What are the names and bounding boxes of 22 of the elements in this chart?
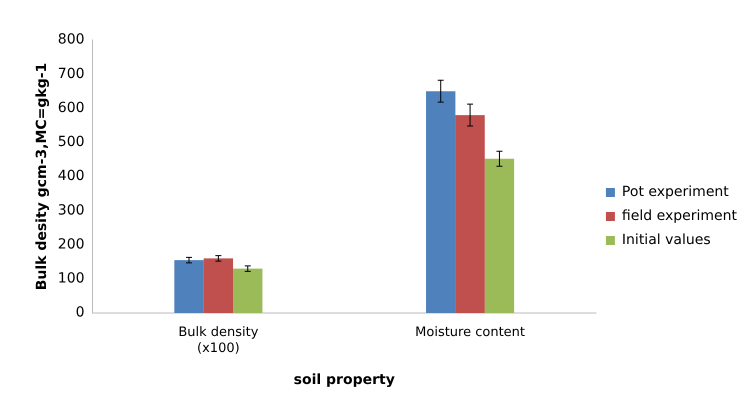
y-tick-label: 700	[58, 66, 85, 82]
bar	[484, 158, 514, 313]
bar	[426, 91, 456, 313]
y-axis-title: Bulk desity gcm-3,MC=gkg-1	[34, 62, 50, 290]
bar	[204, 258, 234, 313]
y-tick-label: 0	[76, 304, 85, 321]
bar	[455, 115, 485, 313]
y-tick-label: 500	[58, 134, 85, 150]
x-axis-title: soil property	[294, 372, 395, 388]
y-tick-label: 600	[58, 100, 85, 116]
y-tick-label: 100	[58, 270, 85, 287]
legend-label: field experiment	[622, 208, 738, 224]
x-tick-label: Moisture content	[415, 325, 526, 340]
legend-label: Initial values	[622, 232, 711, 248]
legend-label: Pot experiment	[622, 184, 730, 200]
y-tick-label: 300	[58, 202, 85, 218]
x-tick-label: Bulk density (x100)	[178, 325, 259, 356]
y-tick-label: 200	[58, 236, 85, 252]
y-tick-label: 800	[58, 32, 85, 48]
y-tick-label: 400	[58, 168, 85, 184]
bar	[174, 260, 204, 313]
bar	[233, 268, 262, 313]
